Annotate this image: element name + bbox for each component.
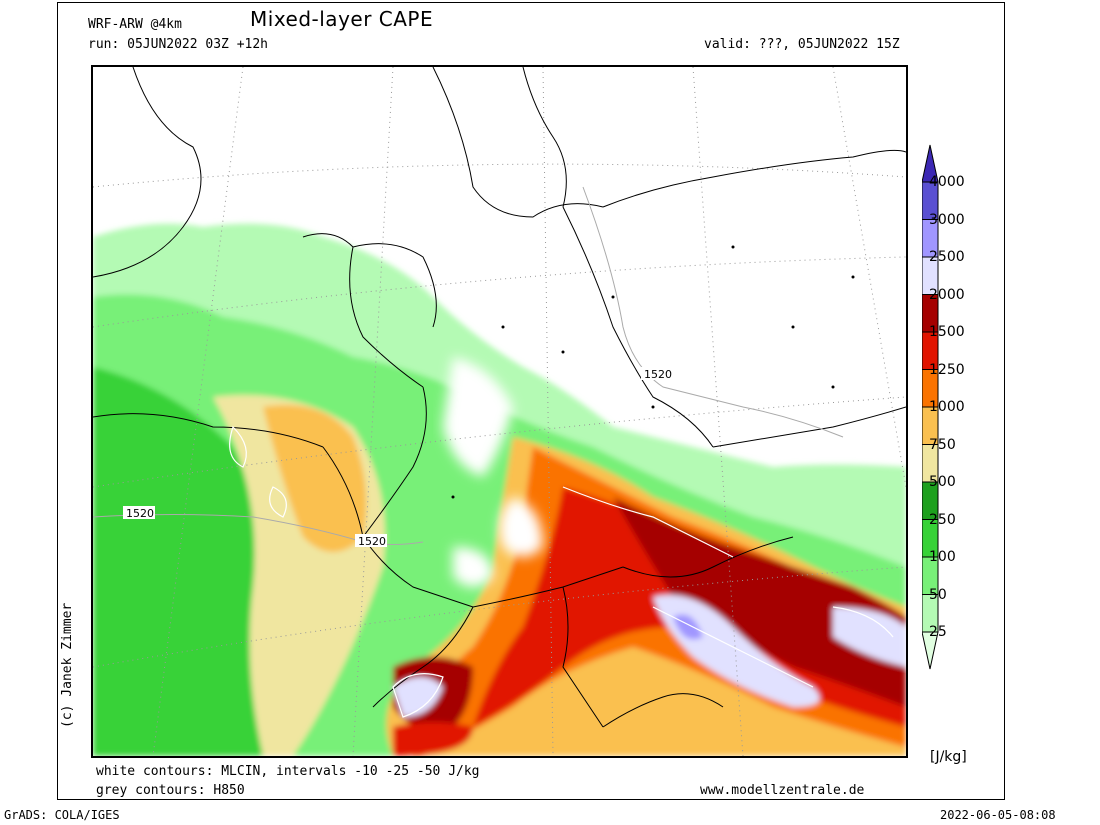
- mlcin-contours: [229, 425, 894, 718]
- legend-unit: [J/kg]: [930, 749, 967, 765]
- figure-frame: [57, 2, 1005, 800]
- timestamp-label: 2022-06-05-08:08: [940, 808, 1056, 822]
- height-label-1: 1520: [641, 367, 673, 381]
- legend-level-label: 2000: [929, 286, 965, 303]
- legend-level-label: 4000: [929, 174, 965, 190]
- svg-text:1520: 1520: [126, 507, 154, 520]
- valid-label: valid: ???, 05JUN2022 15Z: [704, 37, 900, 52]
- borders: [93, 67, 906, 728]
- lat-lon-grid: [93, 67, 906, 756]
- model-label: WRF-ARW @4km: [88, 17, 182, 32]
- cape-map: 1520 1520 1520: [91, 65, 908, 758]
- run-label: run: 05JUN2022 03Z +12h: [88, 37, 269, 52]
- grey-contours-note: grey contours: H850: [96, 783, 245, 798]
- legend-level-label: 3000: [929, 211, 965, 228]
- legend-level-label: 750: [929, 436, 956, 453]
- chart-title: Mixed-layer CAPE: [250, 7, 434, 31]
- grads-label: GrADS: COLA/IGES: [4, 808, 120, 822]
- height-label-2: 1520: [123, 506, 155, 520]
- legend-level-label: 2500: [929, 249, 965, 265]
- legend-bottom-triangle: [922, 631, 939, 670]
- legend-level-label: 100: [929, 549, 956, 565]
- city-markers: [451, 245, 855, 499]
- legend-level-label: 500: [929, 474, 956, 490]
- legend-level-label: 1500: [929, 324, 965, 340]
- svg-text:1520: 1520: [358, 535, 386, 548]
- legend-level-label: 1000: [929, 399, 965, 415]
- author-credit: (c) Janek Zimmer: [60, 602, 75, 728]
- website-label: www.modellzentrale.de: [700, 783, 865, 798]
- height-label-3: 1520: [355, 534, 387, 548]
- legend-level-label: 50: [929, 586, 947, 603]
- no-cape-areas: [443, 357, 543, 587]
- legend-colorbar: [922, 144, 939, 670]
- white-contours-note: white contours: MLCIN, intervals -10 -25…: [96, 764, 480, 779]
- legend-level-label: 250: [929, 511, 956, 528]
- cape-shading: [93, 223, 906, 756]
- legend-level-label: 1250: [929, 361, 965, 378]
- legend-level-label: 25: [929, 624, 947, 640]
- svg-text:1520: 1520: [644, 368, 672, 381]
